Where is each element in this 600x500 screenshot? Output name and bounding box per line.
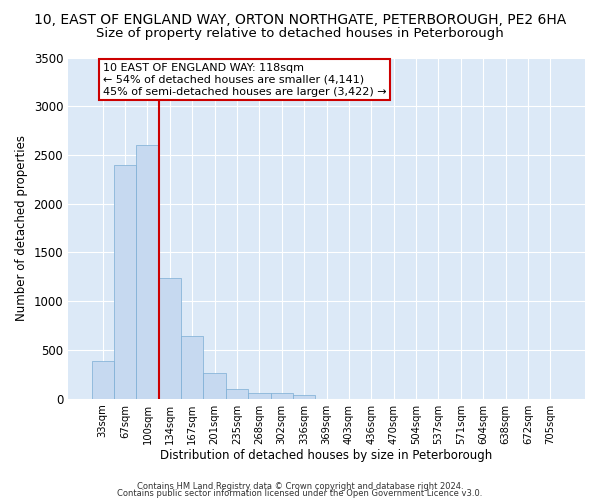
Bar [92,360,114,399]
Text: 10 EAST OF ENGLAND WAY: 118sqm
← 54% of detached houses are smaller (4,141)
45% : 10 EAST OF ENGLAND WAY: 118sqm ← 54% of … [103,64,386,96]
X-axis label: Distribution of detached houses by size in Peterborough: Distribution of detached houses by size … [160,450,493,462]
Text: Contains public sector information licensed under the Open Government Licence v3: Contains public sector information licen… [118,490,482,498]
Y-axis label: Number of detached properties: Number of detached properties [15,135,28,321]
Text: Size of property relative to detached houses in Peterborough: Size of property relative to detached ho… [96,28,504,40]
Bar [271,394,293,398]
Bar [203,374,226,398]
Text: 10, EAST OF ENGLAND WAY, ORTON NORTHGATE, PETERBOROUGH, PE2 6HA: 10, EAST OF ENGLAND WAY, ORTON NORTHGATE… [34,12,566,26]
Bar [226,390,248,398]
Bar [181,336,203,398]
Bar [114,164,136,398]
Bar [293,395,316,398]
Text: Contains HM Land Registry data © Crown copyright and database right 2024.: Contains HM Land Registry data © Crown c… [137,482,463,491]
Bar [136,145,158,399]
Bar [158,278,181,398]
Bar [248,394,271,398]
